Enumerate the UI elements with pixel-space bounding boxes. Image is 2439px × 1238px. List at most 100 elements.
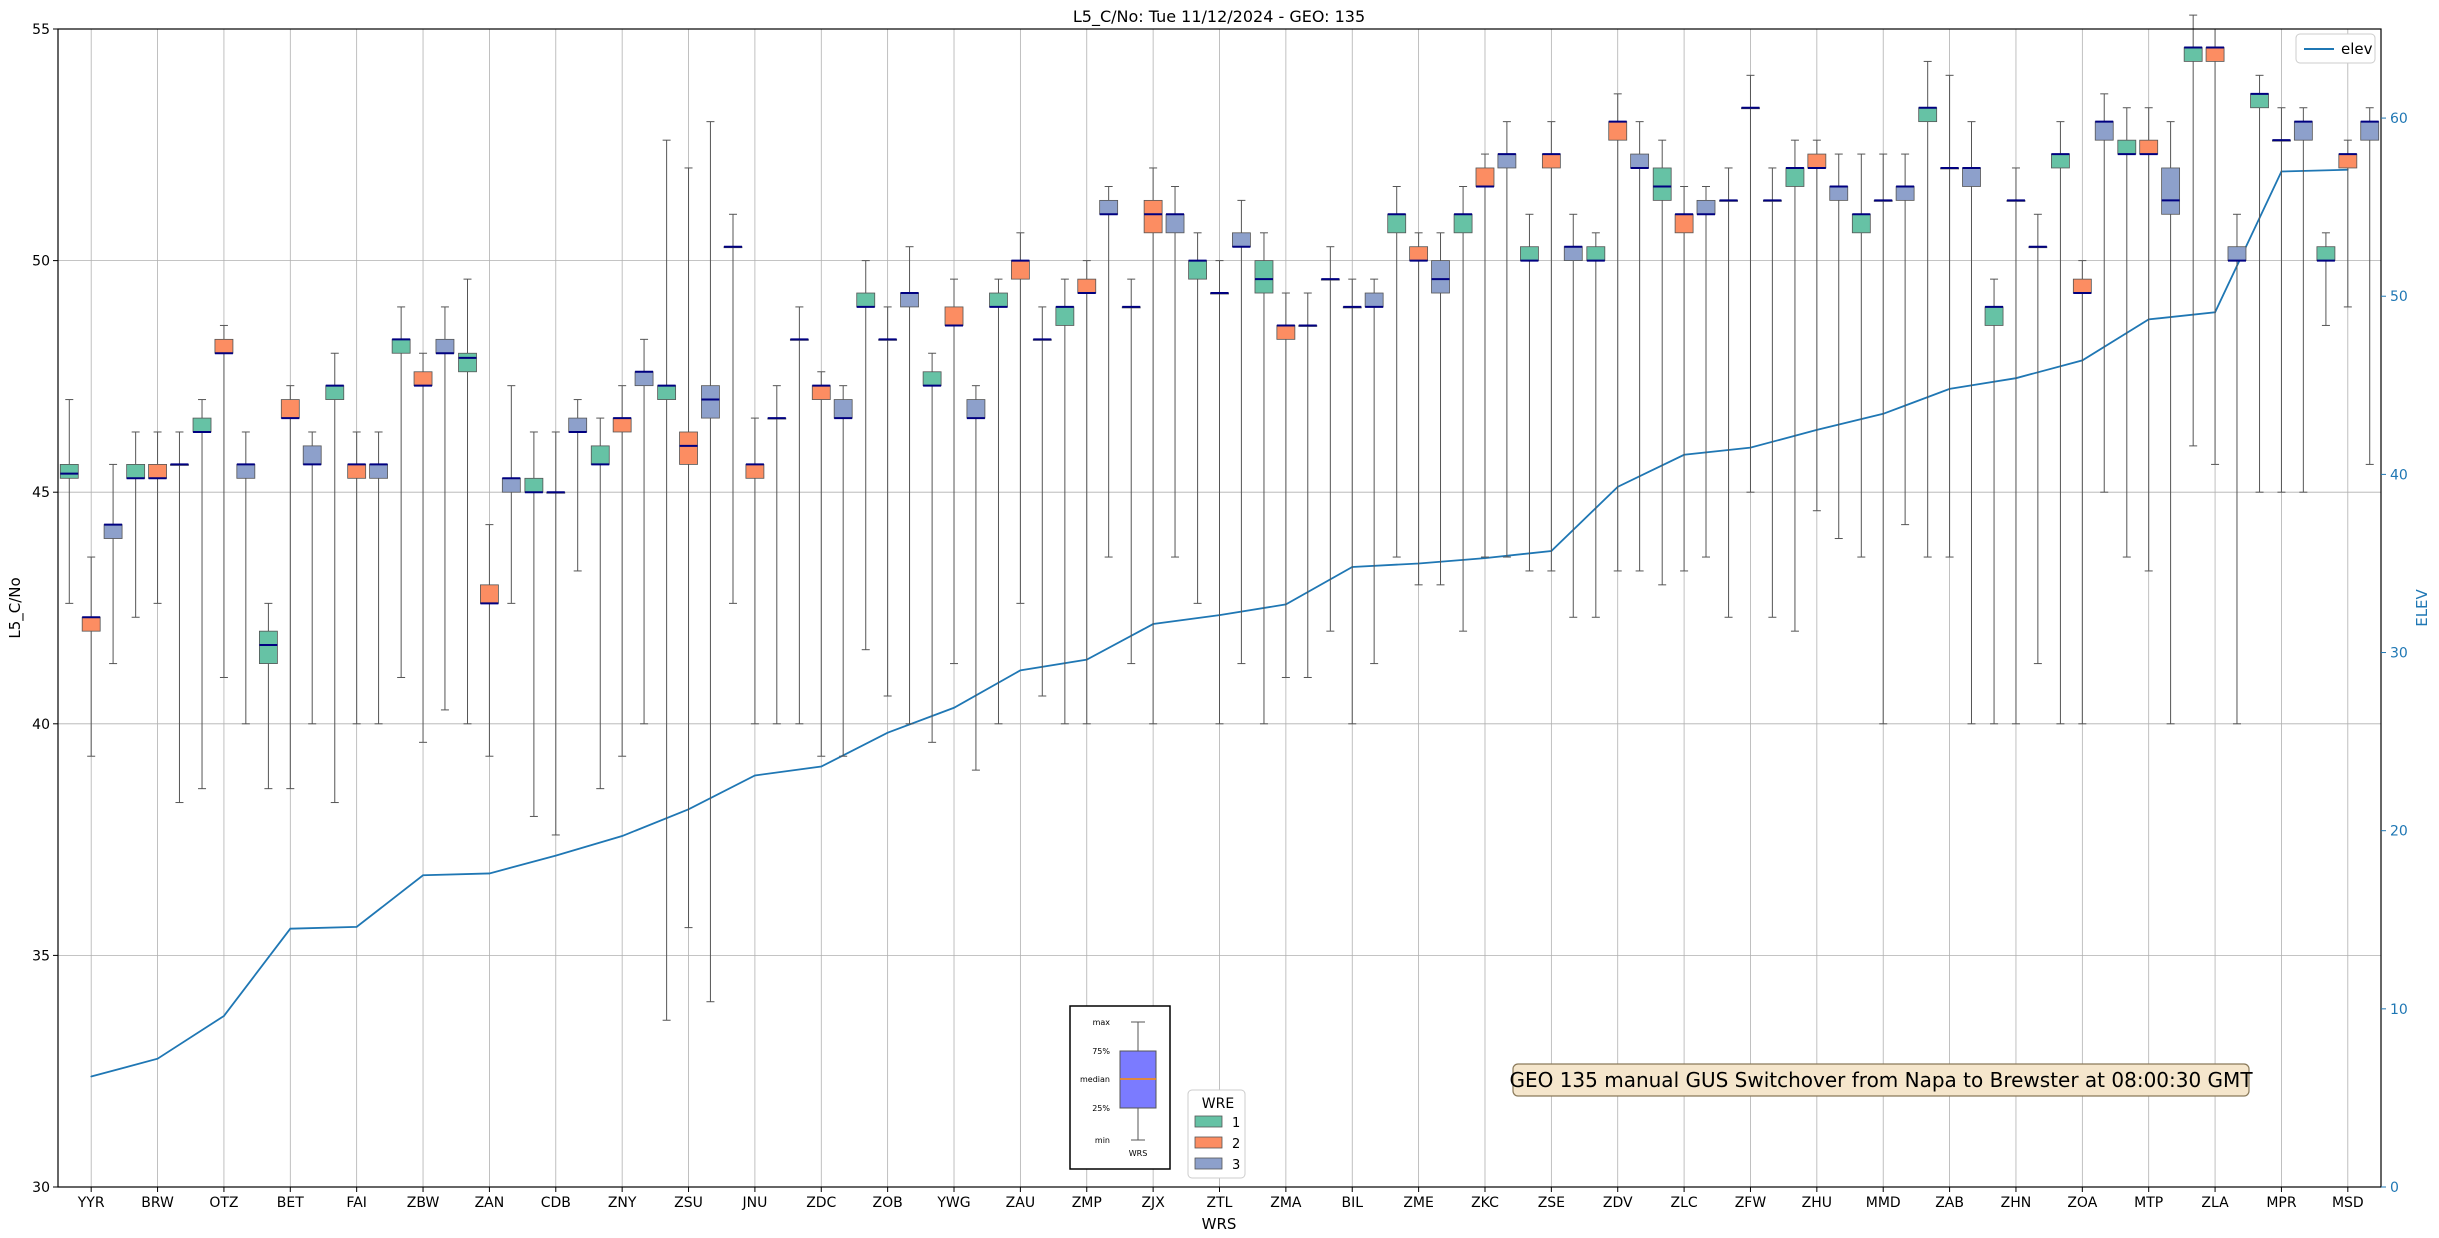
box-wre1-ZME bbox=[1387, 185, 1407, 558]
x-tick-label: ZME bbox=[1403, 1195, 1434, 1211]
box-wre3-ZSE bbox=[1563, 213, 1583, 618]
box-wre2-FAI bbox=[347, 431, 367, 725]
y2-tick-label: 60 bbox=[2390, 111, 2408, 127]
wre-legend-label-3: 3 bbox=[1232, 1158, 1240, 1173]
box-iqr bbox=[524, 477, 544, 493]
x-tick-label: OTZ bbox=[209, 1195, 238, 1211]
box-iqr bbox=[657, 385, 677, 400]
box-iqr bbox=[2117, 139, 2137, 155]
box-wre3-BIL bbox=[1364, 278, 1384, 665]
box-iqr bbox=[701, 385, 720, 419]
box-wre1-ZHN bbox=[1984, 278, 2004, 725]
y-tick-label: 45 bbox=[32, 485, 50, 501]
chart-title: L5_C/No: Tue 11/12/2024 - GEO: 135 bbox=[1073, 7, 1365, 27]
box-key-label-q1: 25% bbox=[1092, 1104, 1110, 1113]
elev-point bbox=[953, 706, 955, 709]
x-tick-label: ZMP bbox=[1072, 1195, 1102, 1211]
x-tick-label: ZFW bbox=[1735, 1195, 1767, 1211]
y2-tick-label: 40 bbox=[2390, 467, 2408, 483]
box-wre3-YWG bbox=[966, 385, 986, 771]
box-wre3-ZLA bbox=[2227, 213, 2247, 725]
box-wre3-ZDC bbox=[833, 385, 853, 757]
box-iqr bbox=[679, 431, 698, 465]
box-wre2-ZLC bbox=[1674, 185, 1694, 572]
box-iqr bbox=[1652, 167, 1672, 201]
box-iqr bbox=[2250, 93, 2269, 109]
box-iqr bbox=[1387, 213, 1407, 234]
box-wre3-ZAB bbox=[1962, 121, 1981, 725]
box-wre3-ZBW bbox=[435, 306, 455, 711]
box-iqr bbox=[1364, 292, 1384, 308]
box-wre3-MPR bbox=[2293, 107, 2313, 493]
box-iqr bbox=[1475, 167, 1495, 187]
wre-legend-title: WRE bbox=[1202, 1096, 1234, 1112]
box-wre1-OTZ bbox=[192, 399, 212, 790]
box-iqr bbox=[2183, 47, 2203, 62]
x-tick-label: MTP bbox=[2134, 1195, 2163, 1211]
box-wre3-JNU bbox=[767, 385, 787, 725]
box-iqr bbox=[1586, 246, 1606, 261]
box-wre2-YYR bbox=[81, 556, 101, 757]
box-wre2-ZDC bbox=[811, 371, 831, 757]
box-wre2-ZME bbox=[1409, 232, 1429, 586]
elev-point bbox=[90, 1075, 92, 1078]
box-wre1-MPR bbox=[2250, 74, 2269, 493]
box-wre2-MMD bbox=[1873, 153, 1893, 725]
box-iqr bbox=[458, 352, 477, 373]
box-wre2-ZMP bbox=[1077, 260, 1097, 725]
box-iqr bbox=[1785, 167, 1805, 187]
y2-tick-label: 30 bbox=[2390, 646, 2408, 662]
box-iqr bbox=[501, 477, 521, 493]
box-wre2-BET bbox=[280, 385, 300, 790]
box-iqr bbox=[1254, 260, 1274, 294]
elev-point bbox=[1484, 557, 1486, 559]
x-tick-label: ZSE bbox=[1538, 1195, 1565, 1211]
x-tick-label: ZAN bbox=[475, 1195, 505, 1211]
box-wre2-CDB bbox=[546, 431, 566, 836]
box-layer bbox=[59, 14, 2380, 1021]
box-wre3-ZHU bbox=[1829, 153, 1849, 540]
box-wre3-ZTL bbox=[1232, 199, 1251, 665]
box-iqr bbox=[2293, 121, 2313, 141]
elev-point bbox=[156, 1057, 159, 1060]
box-iqr bbox=[369, 464, 388, 479]
wre-legend-swatch-2 bbox=[1194, 1136, 1223, 1149]
x-tick-label: BIL bbox=[1341, 1195, 1363, 1211]
elev-point bbox=[488, 872, 491, 875]
x-tick-label: ZAB bbox=[1935, 1195, 1964, 1211]
box-iqr bbox=[2360, 121, 2380, 141]
box-wre1-ZBW bbox=[391, 306, 411, 678]
box-iqr bbox=[302, 445, 322, 465]
annotation-text: GEO 135 manual GUS Switchover from Napa … bbox=[1509, 1068, 2253, 1092]
box-wre1-ZOB bbox=[856, 260, 876, 651]
box-wre2-ZAU bbox=[1010, 232, 1030, 604]
box-wre2-ZHN bbox=[2006, 167, 2026, 725]
box-wre1-BIL bbox=[1320, 246, 1340, 632]
box-iqr bbox=[347, 464, 367, 479]
box-wre3-MMD bbox=[1895, 153, 1915, 526]
box-wre1-ZHU bbox=[1785, 139, 1805, 632]
box-iqr bbox=[1520, 246, 1539, 261]
box-iqr bbox=[1962, 167, 1981, 187]
box-wre1-ZKC bbox=[1453, 185, 1473, 632]
box-wre3-ZAN bbox=[501, 385, 521, 604]
box-wre1-CDB bbox=[524, 431, 544, 817]
box-iqr bbox=[1055, 306, 1075, 326]
box-wre2-ZFW bbox=[1741, 74, 1760, 493]
y2-tick-label: 20 bbox=[2390, 824, 2408, 840]
x-tick-label: ZLA bbox=[2201, 1195, 2229, 1211]
box-iqr bbox=[1497, 153, 1517, 169]
box-iqr bbox=[1143, 199, 1163, 234]
wre-legend-label-2: 2 bbox=[1232, 1137, 1240, 1152]
box-iqr bbox=[2072, 278, 2092, 294]
x-tick-label: ZOB bbox=[873, 1195, 903, 1211]
box-wre3-ZOA bbox=[2094, 93, 2114, 493]
box-wre2-ZSU bbox=[679, 167, 698, 929]
box-iqr bbox=[568, 417, 588, 433]
box-iqr bbox=[59, 464, 79, 479]
box-iqr bbox=[1232, 232, 1251, 248]
box-wre1-ZSE bbox=[1520, 213, 1539, 572]
box-iqr bbox=[413, 371, 433, 387]
box-wre1-ZOA bbox=[2051, 121, 2070, 725]
